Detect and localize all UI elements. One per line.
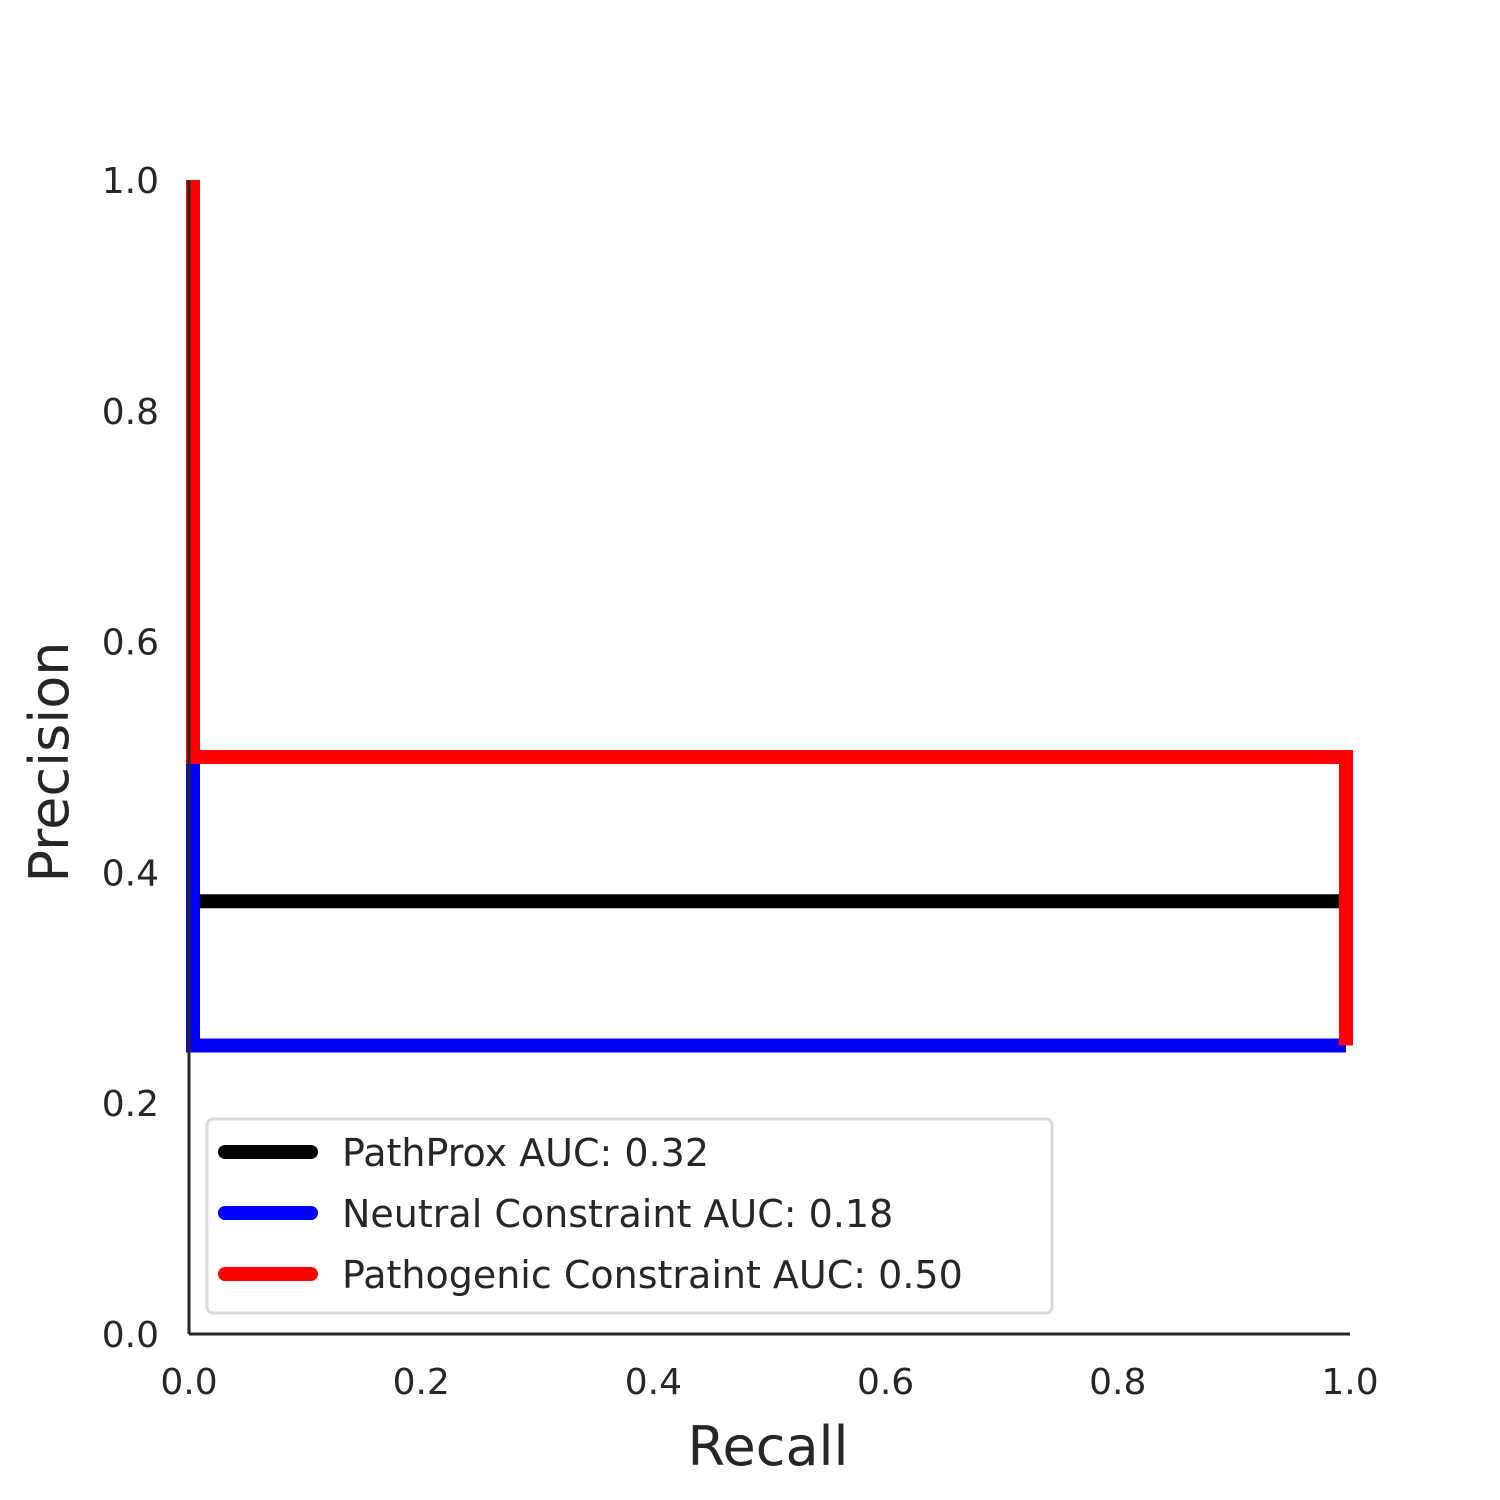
series-line-1 [186, 757, 1346, 1053]
y-tick-label: 0.4 [102, 853, 159, 894]
x-axis-label: Recall [687, 1415, 848, 1478]
x-tick-label: 0.0 [160, 1362, 217, 1403]
x-tick-label: 0.8 [1089, 1362, 1146, 1403]
y-tick-label: 0.6 [102, 623, 159, 664]
y-tick-labels: 0.0 0.2 0.4 0.6 0.8 1.0 [102, 161, 159, 1356]
legend-label-0: PathProx AUC: 0.32 [342, 1131, 709, 1175]
legend-box [205, 1117, 1054, 1315]
legend-items: PathProx AUC: 0.32 Neutral Constraint AUC… [218, 1131, 963, 1297]
y-tick-label: 1.0 [102, 161, 159, 202]
y-tick-label: 0.8 [102, 392, 159, 433]
legend: PathProx AUC: 0.32 Neutral Constraint AUC… [205, 1117, 1054, 1315]
legend-label-2: Pathogenic Constraint AUC: 0.50 [342, 1253, 963, 1297]
y-axis-label: Precision [18, 642, 81, 883]
x-tick-label: 0.4 [625, 1362, 682, 1403]
y-tick-label: 0.0 [102, 1315, 159, 1356]
legend-label-1: Neutral Constraint AUC: 0.18 [342, 1192, 893, 1236]
x-tick-label: 0.2 [393, 1362, 450, 1403]
series-line-2 [186, 180, 1353, 1046]
x-tick-label: 1.0 [1321, 1362, 1378, 1403]
y-tick-label: 0.2 [102, 1084, 159, 1125]
series-layer [186, 180, 1353, 1053]
x-tick-label: 0.6 [857, 1362, 914, 1403]
x-tick-labels: 0.0 0.2 0.4 0.6 0.8 1.0 [160, 1362, 1378, 1403]
